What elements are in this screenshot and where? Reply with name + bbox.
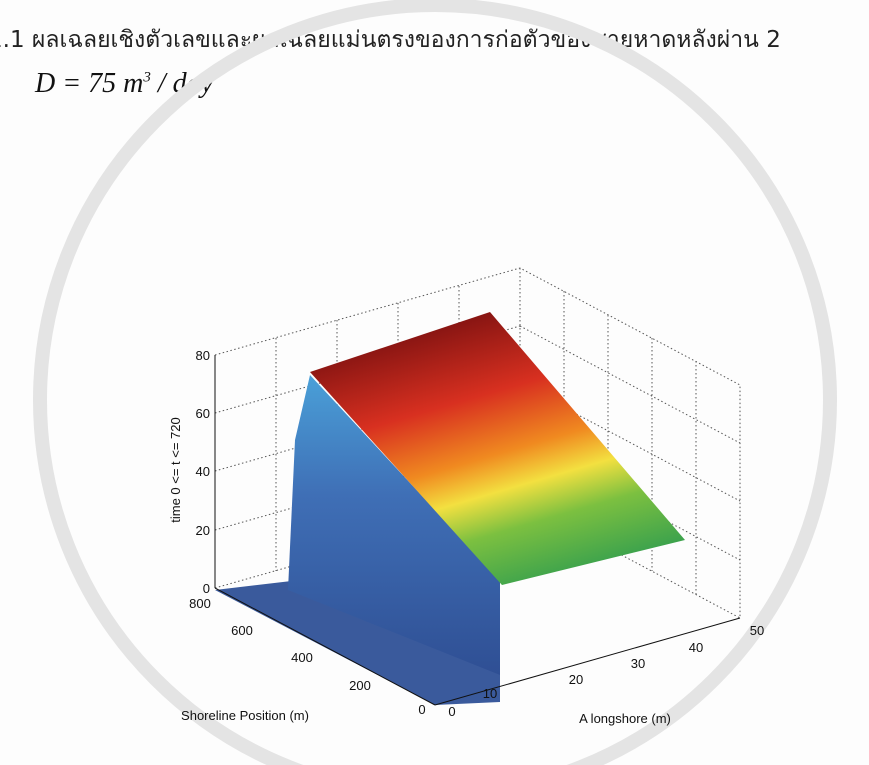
z-tick-label: 20 xyxy=(196,523,210,538)
x-tick-label: 400 xyxy=(291,650,313,665)
y-axis-label: A longshore (m) xyxy=(579,711,671,726)
z-tick-label: 60 xyxy=(196,406,210,421)
caption: 1.1 ผลเฉลยเชิงตัวเลขและผลเฉลยแม่นตรงของก… xyxy=(0,27,781,53)
y-tick-label: 30 xyxy=(631,656,645,671)
watermark xyxy=(33,0,837,765)
floor-surface xyxy=(215,580,500,705)
y-tick-label: 10 xyxy=(483,686,497,701)
x-tick-label: 600 xyxy=(231,623,253,638)
axes xyxy=(214,355,741,706)
z-axis-label: time 0 <= t <= 720 xyxy=(168,417,183,523)
z-tick-label: 0 xyxy=(203,581,210,596)
z-tick-label: 80 xyxy=(196,348,210,363)
x-tick-label: 0 xyxy=(418,702,425,717)
z-tick-label: 40 xyxy=(196,464,210,479)
y-tick-label: 50 xyxy=(750,623,764,638)
y-tick-label: 40 xyxy=(689,640,703,655)
wall-surface xyxy=(288,375,500,675)
x-tick-label: 200 xyxy=(349,678,371,693)
y-tick-label: 20 xyxy=(569,672,583,687)
top-surface xyxy=(310,312,685,585)
y-tick-label: 0 xyxy=(448,704,455,719)
x-axis-label: Shoreline Position (m) xyxy=(181,708,309,723)
formula-main: D = 75 m xyxy=(35,68,144,99)
formula-sup: 3 xyxy=(143,69,151,86)
x-tick-label: 800 xyxy=(189,596,211,611)
